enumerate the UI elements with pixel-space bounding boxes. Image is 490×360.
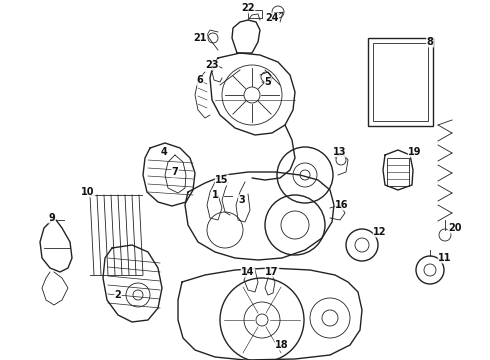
Text: 7: 7 [172, 167, 178, 177]
Text: 15: 15 [215, 175, 229, 185]
Text: 17: 17 [265, 267, 279, 277]
Text: 20: 20 [448, 223, 462, 233]
Text: 16: 16 [335, 200, 349, 210]
Text: 8: 8 [427, 37, 434, 47]
Text: 4: 4 [161, 147, 168, 157]
Text: 5: 5 [265, 77, 271, 87]
Text: 2: 2 [115, 290, 122, 300]
Text: 24: 24 [265, 13, 279, 23]
Text: 18: 18 [275, 340, 289, 350]
Text: 22: 22 [241, 3, 255, 13]
Text: 12: 12 [373, 227, 387, 237]
Text: 6: 6 [196, 75, 203, 85]
Text: 9: 9 [49, 213, 55, 223]
Text: 14: 14 [241, 267, 255, 277]
Text: 19: 19 [408, 147, 422, 157]
Bar [373, 43, 428, 121]
Text: 23: 23 [205, 60, 219, 70]
Text: 1: 1 [212, 190, 219, 200]
Text: 11: 11 [438, 253, 452, 263]
Text: 21: 21 [193, 33, 207, 43]
Text: 3: 3 [239, 195, 245, 205]
Bar [387, 158, 409, 186]
Bar [368, 38, 433, 126]
Text: 10: 10 [81, 187, 95, 197]
Bar [248, 10, 262, 18]
Text: 13: 13 [333, 147, 347, 157]
